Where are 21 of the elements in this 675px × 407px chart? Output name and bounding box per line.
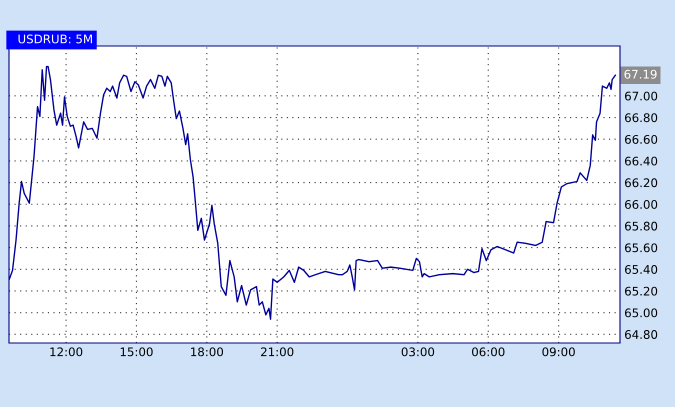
x-tick-label: 03:00 (402, 347, 434, 356)
y-tick-label: 67.00 (624, 92, 658, 101)
x-tick-label: 21:00 (261, 347, 294, 356)
y-tick-label: 66.00 (624, 200, 658, 209)
y-tick-label: 65.40 (624, 265, 658, 274)
y-tick-label: 65.60 (624, 243, 658, 252)
y-tick-label: 66.20 (624, 178, 658, 188)
annotation: 67.19 (624, 70, 657, 79)
x-tick-label: 12:00 (50, 347, 82, 356)
x-tick-label: 06:00 (472, 347, 504, 356)
y-tick-label: 66.60 (624, 134, 658, 144)
y-tick-label: 65.80 (624, 222, 658, 231)
y-tick-label: 66.80 (624, 113, 658, 122)
y-tick-label: 65.20 (624, 286, 658, 296)
y-tick-label: 65.00 (624, 308, 658, 318)
x-tick-label: 09:00 (542, 347, 575, 356)
y-tick-label: 66.40 (624, 156, 658, 166)
x-tick-label: 18:00 (191, 347, 224, 356)
x-tick-label: 15:00 (120, 347, 153, 356)
y-tick-label: 64.80 (624, 330, 658, 339)
chart-title: USDRUB: 5M (18, 34, 92, 44)
